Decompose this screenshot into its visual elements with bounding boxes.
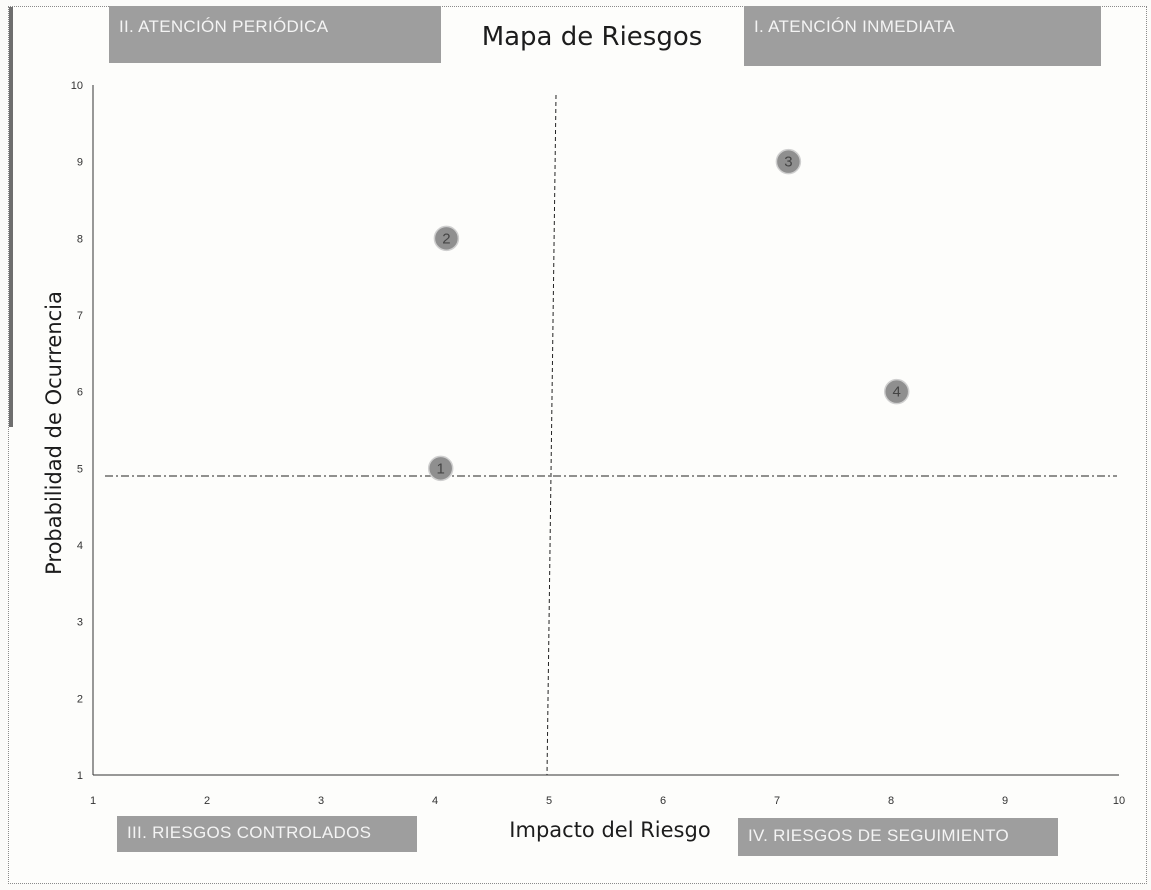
y-tick-label: 7 xyxy=(77,310,83,322)
risk-point-label: 1 xyxy=(437,460,445,477)
risk-point-label: 2 xyxy=(442,230,450,247)
risk-point-marker xyxy=(775,148,802,175)
x-tick-labels: 1 2 3 4 5 6 7 8 9 10 xyxy=(90,795,1125,807)
risk-point-label: 4 xyxy=(893,384,901,401)
quadrant-label-q2: II. ATENCIÓN PERIÓDICA xyxy=(109,6,441,63)
risk-point-2: 2 xyxy=(433,225,460,252)
risk-point-marker xyxy=(433,225,460,252)
y-tick-label: 1 xyxy=(77,770,83,782)
risk-point-marker xyxy=(427,455,454,482)
x-tick-label: 8 xyxy=(888,795,894,807)
x-tick-label: 3 xyxy=(318,795,324,807)
y-tick-label: 3 xyxy=(77,617,83,629)
y-tick-label: 5 xyxy=(77,463,83,475)
y-tick-labels: 1 2 3 4 5 6 7 8 9 10 xyxy=(71,80,83,782)
risk-point-label: 3 xyxy=(784,154,792,171)
x-tick-label: 2 xyxy=(204,795,210,807)
chart-frame xyxy=(8,6,1147,884)
risk-point-1: 1 xyxy=(427,455,454,482)
y-tick-label: 9 xyxy=(77,157,83,169)
risk-point-4: 4 xyxy=(883,378,910,405)
x-tick-label: 5 xyxy=(546,795,552,807)
x-tick-label: 9 xyxy=(1002,795,1008,807)
risk-point-3: 3 xyxy=(775,148,802,175)
quadrant-label-q1: I. ATENCIÓN INMEDIATA xyxy=(744,6,1101,66)
y-tick-label: 4 xyxy=(77,540,83,552)
y-tick-label: 10 xyxy=(71,80,83,92)
x-tick-label: 10 xyxy=(1113,795,1125,807)
x-tick-label: 1 xyxy=(90,795,96,807)
x-axis-label: Impacto del Riesgo xyxy=(509,818,711,842)
x-tick-label: 6 xyxy=(660,795,666,807)
y-tick-label: 8 xyxy=(77,233,83,245)
page-edge-strip xyxy=(9,7,13,427)
x-tick-label: 4 xyxy=(432,795,438,807)
vertical-divider-line xyxy=(546,94,557,776)
y-tick-label: 6 xyxy=(77,387,83,399)
x-tick-label: 7 xyxy=(774,795,780,807)
chart-title: Mapa de Riesgos xyxy=(481,22,703,52)
quadrant-label-q3: III. RIESGOS CONTROLADOS xyxy=(117,816,417,852)
quadrant-label-q4: IV. RIESGOS DE SEGUIMIENTO xyxy=(738,818,1058,856)
risk-point-marker xyxy=(883,378,910,405)
y-tick-label: 2 xyxy=(77,693,83,705)
data-points: 1 2 3 4 xyxy=(427,148,910,482)
